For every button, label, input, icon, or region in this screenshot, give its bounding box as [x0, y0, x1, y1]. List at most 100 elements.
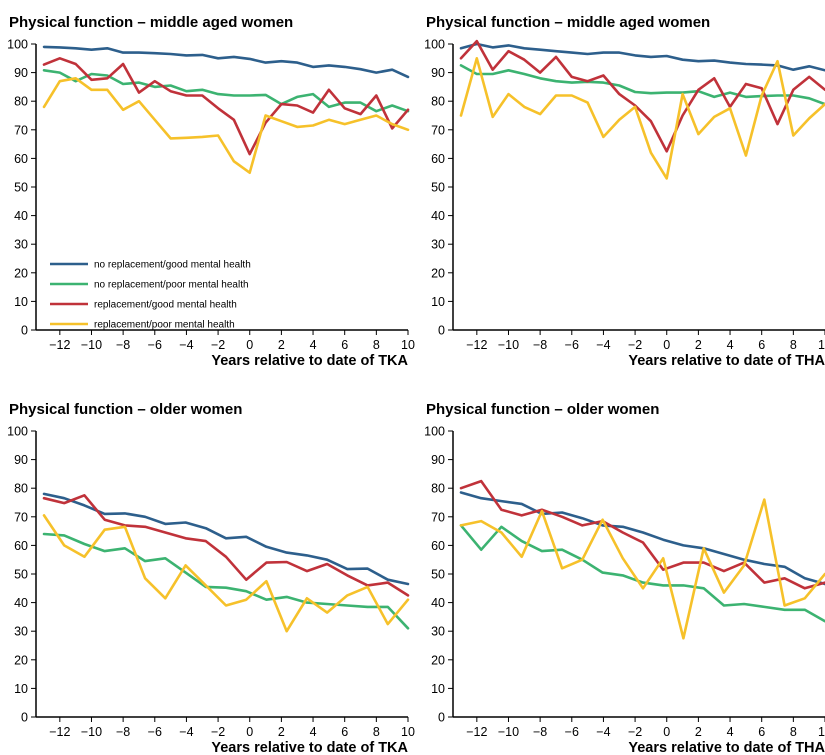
y-tick-label: 10 [431, 295, 445, 309]
series-line-replacement-poor [42, 76, 410, 174]
x-axis-label: Years relative to date of TKA [211, 740, 408, 755]
x-tick-label: 6 [758, 725, 765, 739]
y-tick-label: 70 [14, 123, 28, 137]
x-tick-label: −6 [148, 725, 162, 739]
x-tick-label: 4 [727, 338, 734, 352]
y-tick-label: 10 [14, 682, 28, 696]
y-tick-label: 20 [431, 266, 445, 280]
x-tick-label: −8 [116, 725, 130, 739]
y-tick-label: 0 [21, 324, 28, 338]
y-tick-label: 60 [14, 152, 28, 166]
x-tick-label: −2 [211, 338, 225, 352]
series-line-replacement-poor [459, 498, 825, 640]
x-tick-label: −8 [116, 338, 130, 352]
x-tick-label: 6 [341, 725, 348, 739]
x-tick-label: 0 [246, 725, 253, 739]
panel-older-tka: Physical function – older women010203040… [7, 401, 415, 755]
x-tick-label: −12 [466, 338, 487, 352]
y-tick-label: 80 [14, 95, 28, 109]
x-tick-label: 8 [790, 725, 797, 739]
y-tick-label: 40 [14, 596, 28, 610]
chart-title: Physical function – middle aged women [9, 14, 293, 31]
x-tick-label: 2 [695, 338, 702, 352]
x-tick-label: −2 [211, 725, 225, 739]
x-tick-label: 2 [278, 725, 285, 739]
legend-label: no replacement/good mental health [94, 260, 251, 271]
legend-label: no replacement/poor mental health [94, 280, 249, 291]
series-line-no-replacement-poor [459, 524, 825, 623]
series-line-no-replacement-poor [42, 68, 410, 113]
y-tick-label: 20 [14, 266, 28, 280]
y-tick-label: 20 [14, 653, 28, 667]
series-line-no-replacement-good [42, 492, 410, 586]
x-tick-label: −12 [49, 725, 70, 739]
y-tick-label: 30 [14, 238, 28, 252]
y-tick-label: 80 [14, 482, 28, 496]
x-tick-label: 2 [695, 725, 702, 739]
y-tick-label: 60 [431, 539, 445, 553]
y-tick-label: 50 [431, 181, 445, 195]
x-tick-label: −6 [148, 338, 162, 352]
y-tick-label: 0 [21, 711, 28, 725]
x-tick-label: 8 [373, 338, 380, 352]
series-line-replacement-poor [42, 514, 410, 633]
x-tick-label: 0 [663, 338, 670, 352]
legend-label: replacement/poor mental health [94, 320, 235, 331]
y-tick-label: 0 [438, 324, 445, 338]
y-tick-label: 40 [431, 596, 445, 610]
x-tick-label: −8 [533, 338, 547, 352]
y-tick-label: 90 [14, 453, 28, 467]
x-tick-label: −2 [628, 338, 642, 352]
x-tick-label: 10 [818, 338, 825, 352]
series-line-replacement-good [42, 494, 410, 597]
x-tick-label: −4 [179, 338, 193, 352]
series-line-no-replacement-poor [42, 532, 410, 630]
x-tick-label: −12 [466, 725, 487, 739]
x-tick-label: 0 [246, 338, 253, 352]
y-tick-label: 80 [431, 95, 445, 109]
x-tick-label: 10 [401, 725, 415, 739]
x-tick-label: −12 [49, 338, 70, 352]
x-tick-label: 2 [278, 338, 285, 352]
y-tick-label: 90 [14, 66, 28, 80]
x-axis-label: Years relative to date of THA [628, 353, 825, 369]
y-tick-label: 50 [431, 568, 445, 582]
x-tick-label: 0 [663, 725, 670, 739]
x-tick-label: −4 [596, 338, 610, 352]
x-tick-label: 4 [727, 725, 734, 739]
y-tick-label: 70 [14, 510, 28, 524]
x-tick-label: 10 [401, 338, 415, 352]
panel-older-tha: Physical function – older women010203040… [424, 401, 825, 755]
x-tick-label: −2 [628, 725, 642, 739]
y-tick-label: 40 [431, 209, 445, 223]
y-tick-label: 100 [424, 425, 445, 439]
y-tick-label: 50 [14, 181, 28, 195]
x-tick-label: −6 [565, 725, 579, 739]
series-line-replacement-good [459, 39, 825, 153]
y-tick-label: 60 [14, 539, 28, 553]
y-tick-label: 0 [438, 711, 445, 725]
x-tick-label: −8 [533, 725, 547, 739]
panel-middle-tka: Physical function – middle aged women 0 10… [7, 14, 415, 369]
series-line-replacement-good [42, 57, 410, 156]
x-tick-label: 10 [818, 725, 825, 739]
y-tick-label: 90 [431, 453, 445, 467]
y-tick-label: 100 [424, 38, 445, 52]
x-tick-label: 4 [310, 725, 317, 739]
x-tick-label: −10 [498, 725, 519, 739]
series-line-replacement-good [459, 479, 825, 590]
y-tick-label: 10 [431, 682, 445, 696]
y-tick-label: 50 [14, 568, 28, 582]
panel-middle-tha: Physical function – middle aged women 0 10… [424, 14, 825, 369]
x-tick-label: 4 [310, 338, 317, 352]
x-tick-label: 8 [790, 338, 797, 352]
chart-title: Physical function – middle aged women [426, 14, 710, 31]
y-tick-label: 100 [7, 425, 28, 439]
y-tick-label: 10 [14, 295, 28, 309]
x-tick-label: −4 [596, 725, 610, 739]
y-tick-label: 30 [431, 625, 445, 639]
y-tick-label: 80 [431, 482, 445, 496]
x-tick-label: −4 [179, 725, 193, 739]
y-tick-label: 30 [14, 625, 28, 639]
y-tick-label: 20 [431, 653, 445, 667]
